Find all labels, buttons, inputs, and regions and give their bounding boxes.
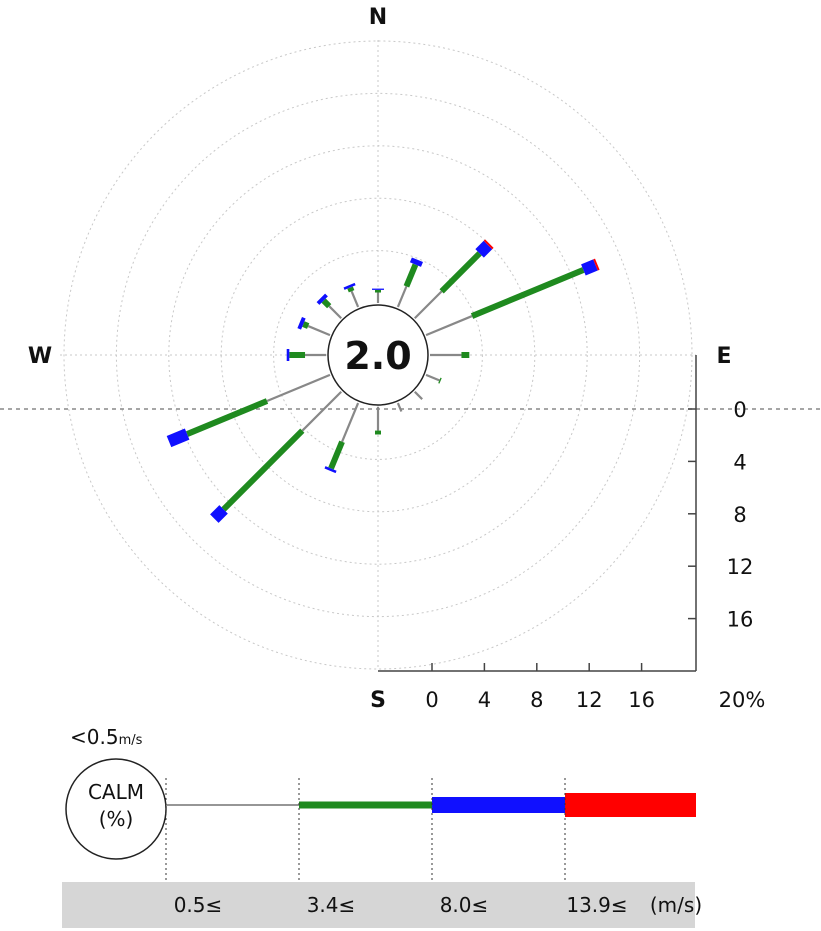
compass-east-label: E	[716, 344, 731, 369]
wind-petals	[166, 239, 600, 523]
petal-segment	[413, 390, 423, 400]
legend-speed-unit: (m/s)	[650, 893, 702, 917]
petal-sw	[210, 390, 343, 523]
bottom-axis-tick-label: 4	[478, 688, 491, 712]
petal-segment	[593, 258, 600, 271]
legend-calm-unit: (%)	[99, 807, 134, 831]
bottom-axis-tick-label: 16	[628, 688, 655, 712]
petal-segment	[483, 239, 494, 250]
petal-ese	[425, 373, 442, 384]
petal-segment	[301, 390, 343, 432]
petal-segment	[221, 428, 305, 512]
petal-nw	[316, 293, 343, 320]
petal-segment	[321, 298, 332, 309]
petal-segment	[438, 377, 442, 384]
petal-segment	[328, 440, 345, 470]
petal-ene	[425, 258, 600, 337]
calm-threshold-label: <0.5m/s	[70, 725, 143, 749]
compass-north-label: N	[369, 5, 387, 30]
radial-axis-end-label: 20%	[719, 688, 766, 712]
calm-value: 2.0	[344, 334, 411, 378]
petal-segment	[302, 321, 310, 329]
petal-segment	[307, 325, 331, 337]
petal-segment	[403, 263, 419, 288]
legend-speed-label: 3.4≤	[307, 893, 356, 917]
petal-segment	[425, 373, 440, 382]
right-axis-tick-label: 8	[733, 503, 746, 527]
petal-segment	[425, 315, 473, 337]
petal-sse	[396, 402, 403, 412]
petal-segment	[324, 466, 337, 474]
petal-segment	[439, 251, 482, 294]
petal-segment	[316, 293, 328, 305]
right-axis-tick-label: 16	[727, 608, 754, 632]
petal-segment	[210, 505, 228, 523]
legend-label-strip	[62, 882, 695, 928]
calm-threshold-unit: m/s	[119, 733, 143, 748]
petal-segment	[350, 290, 360, 308]
petal-segment	[266, 373, 331, 402]
petal-segment	[475, 240, 493, 258]
petal-wnw	[297, 317, 331, 337]
legend-speed-label: 13.9≤	[566, 893, 627, 917]
petal-segment	[166, 428, 190, 448]
right-axis-tick-label: 12	[727, 555, 754, 579]
petal-segment	[185, 398, 269, 437]
petal-nne	[396, 257, 423, 308]
petal-segment	[396, 285, 408, 308]
right-axis-tick-label: 4	[733, 450, 746, 474]
petal-segment	[396, 402, 403, 412]
bottom-axis-tick-label: 8	[530, 688, 543, 712]
petal-segment	[343, 282, 356, 290]
petal-nnw	[343, 282, 360, 308]
radial-axis-ticks: 0 0 4 4 8 8 12 12 16 16	[425, 398, 753, 712]
legend-calm-label: CALM	[88, 780, 144, 804]
grid-ring	[63, 40, 693, 670]
petal-ssw	[324, 402, 360, 474]
petal-ne	[413, 239, 494, 320]
calm-circle	[327, 304, 429, 406]
petal-segment	[341, 402, 360, 443]
petal-wsw	[166, 373, 331, 448]
compass-west-label: W	[28, 344, 52, 369]
legend-speed-label: 0.5≤	[174, 893, 223, 917]
bottom-axis-tick-label: 0	[425, 688, 438, 712]
petal-segment	[581, 259, 598, 276]
petal-segment	[470, 267, 585, 319]
calm-threshold-value: <0.5	[70, 725, 119, 749]
legend-speed-label: 8.0≤	[440, 893, 489, 917]
petal-segment	[297, 317, 306, 330]
petal-se	[413, 390, 423, 400]
petal-segment	[347, 286, 355, 293]
legend: <0.5m/s CALM (%) 0.5≤ 3.4≤ 8.0≤ 13.9≤ (m/s)	[62, 725, 702, 928]
right-axis-tick-label: 0	[733, 398, 746, 422]
legend-speed-bars	[165, 778, 696, 882]
compass-south-label: S	[370, 688, 386, 713]
petal-segment	[409, 257, 423, 267]
legend-speed-labels: 0.5≤ 3.4≤ 8.0≤ 13.9≤	[174, 893, 628, 917]
polar-grid	[60, 40, 696, 670]
petal-segment	[328, 305, 343, 320]
axes	[0, 355, 821, 672]
bottom-axis-tick-label: 12	[576, 688, 603, 712]
petal-segment	[413, 290, 443, 320]
